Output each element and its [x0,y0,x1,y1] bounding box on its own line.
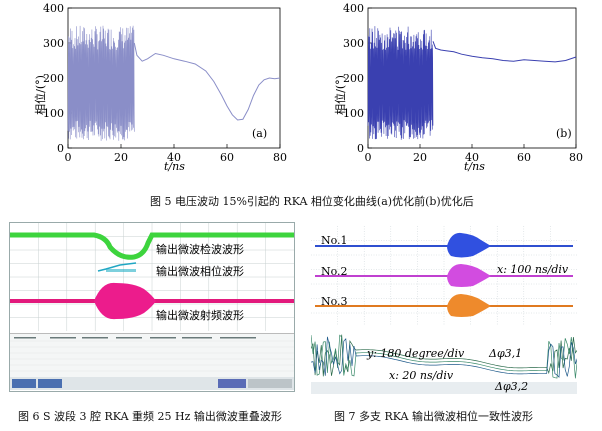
y-tick-label-a: 200 [43,72,64,85]
phase-band [106,269,136,272]
x-scale2-label: x: 20 ns/div [389,369,454,382]
delta32-label: Δφ3,2 [495,380,529,393]
y-tick-label-a: 100 [43,107,64,120]
label-rf: 输出微波射频波形 [156,309,244,322]
ch2-label: No.2 [321,265,348,278]
figure7-caption: 图 7 多支 RKA 输出微波相位一致性波形 [334,410,533,423]
y-tick-label-a: 400 [43,2,64,15]
scope-grid-fig6 [10,223,294,331]
scope-status-bar [10,377,294,390]
phase-panel [311,328,577,382]
ch2-burst [447,264,491,287]
y-tick-label-a: 0 [57,142,64,155]
x-axis-label-b: t/ns [464,160,485,173]
x-tick-label-b: 80 [569,151,583,164]
figure5-caption: 图 5 电压波动 15%引起的 RKA 相位变化曲线(a)优化前(b)优化后 [150,195,474,208]
chart-b: 0 100 200 300 400 0 20 40 60 80 (b) t/ns 相位/(°) [333,2,583,173]
label-phase: 输出微波相位波形 [156,265,244,278]
oscillation-trace-b [367,26,434,140]
x-tick-label-a: 0 [65,151,72,164]
y-tick-label-b: 300 [343,37,364,50]
y-tick-label-b: 400 [343,2,364,15]
panel-label-b: (b) [556,127,572,140]
label-detector: 输出微波检波波形 [156,243,244,256]
phase-line-a [133,42,281,121]
figure6-caption: 图 6 S 波段 3 腔 RKA 重频 25 Hz 输出微波重叠波形 [18,410,282,423]
ch1-label: No.1 [321,234,348,247]
ch1-burst [447,232,491,258]
y-tick-label-b: 0 [357,142,364,155]
fig7-status-bar [311,382,577,394]
ch3-label: No.3 [321,295,348,308]
x-tick-label-a: 80 [273,151,287,164]
y-axis-label-a: 相位/(°) [33,75,47,115]
x-tick-label-a: 20 [114,151,128,164]
phase-trace-1 [311,334,577,377]
x-tick-label-b: 40 [465,151,479,164]
ch3-burst [447,294,491,317]
delta31-label: Δφ3,1 [489,347,523,360]
y-axis-label-b: 相位/(°) [333,75,347,115]
y-tick-label-a: 300 [43,37,64,50]
y-tick-label-b: 100 [343,107,364,120]
chart-a: 0 100 200 300 400 0 20 40 60 80 (a) t/ns 相位/(°) [33,2,287,173]
phase-waveform [97,262,137,272]
measurement-table [10,333,294,378]
x-axis-label-a: t/ns [164,160,185,173]
x-tick-label-a: 60 [220,151,234,164]
y-tick-label-b: 200 [343,72,364,85]
x-tick-label-b: 20 [413,151,427,164]
y-scale-label: y: 180 degree/div [367,347,465,360]
x-tick-label-b: 0 [365,151,372,164]
x-tick-label-b: 60 [517,151,531,164]
phase-trace-3 [311,336,577,378]
phase-line-b [432,41,577,63]
oscilloscope-fig7: No.1 No.2 No.3 x: 100 ns/div y: 180 degr… [311,226,577,394]
panel-label-a: (a) [252,127,267,140]
phase-trace-2 [311,334,577,379]
rf-waveform [94,282,156,320]
x-scale-label: x: 100 ns/div [497,263,569,276]
oscillation-trace-a [67,25,135,141]
oscilloscope-fig6: 输出微波检波波形 输出微波相位波形 输出微波射频波形 [9,222,295,392]
detector-waveform [10,232,294,260]
x-tick-label-a: 40 [167,151,181,164]
